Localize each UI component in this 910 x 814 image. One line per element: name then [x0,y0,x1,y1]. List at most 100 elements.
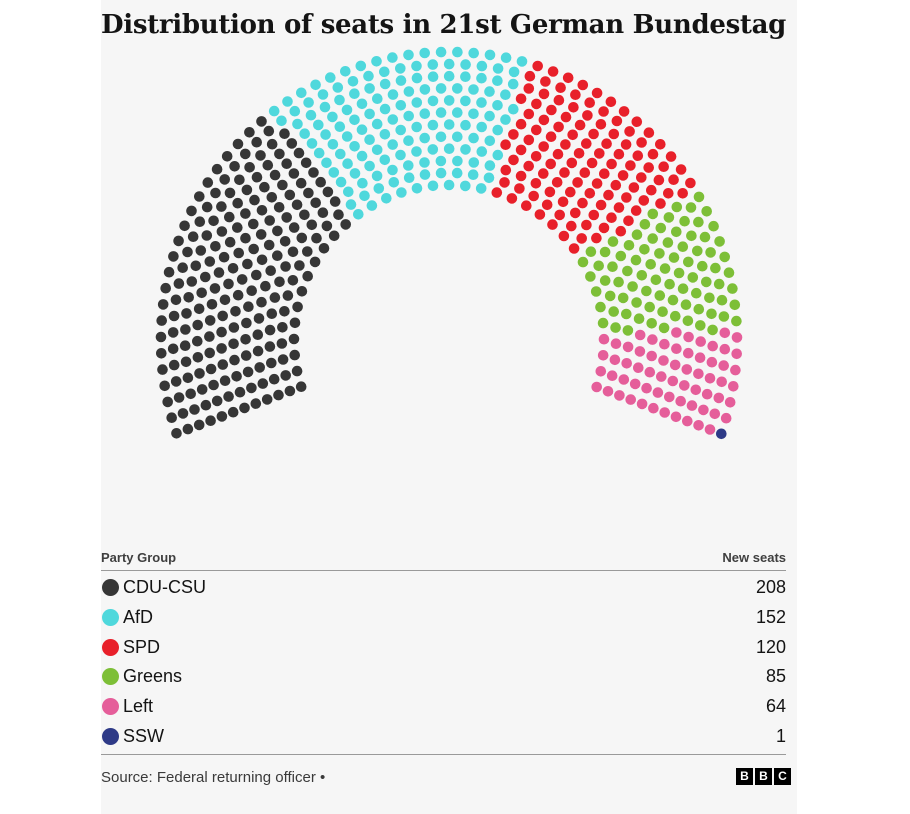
legend-header: Party Group New seats [101,548,786,571]
seat-dot [288,333,300,345]
seat-dot [573,148,585,159]
seat-dot [655,198,666,209]
party-name: Greens [123,666,183,687]
seat-dot [230,306,241,317]
seat-dot [460,144,471,155]
seat-dot [615,225,627,237]
seat-dot [248,243,259,255]
seat-dot [379,103,391,115]
seat-dot [611,115,623,127]
seat-dot [621,358,632,369]
seat-dot [250,398,262,409]
seat-dot [685,177,696,189]
seat-dot [256,205,268,216]
seat-dot [292,118,303,130]
seat-dot [686,230,697,242]
seat-dot [468,132,479,144]
seat-dot [252,345,264,357]
seat-dot [541,199,553,211]
seat-dot [591,381,602,393]
seat-dot [627,281,638,292]
seat-dot [588,128,599,140]
seat-dot [306,138,318,149]
seat-dot [357,177,368,189]
seat-dot [256,116,267,127]
legend-row-ssw: SSW 1 [101,722,786,752]
seat-dot [159,380,170,392]
seat-dot [242,366,254,378]
seat-dot [570,207,581,219]
seat-dot [355,60,367,72]
seat-dot [636,270,648,281]
seat-dot [585,271,596,282]
seat-dot [269,169,281,181]
seat-dot [679,215,690,227]
seat-dot [234,174,245,186]
seat-dot [317,89,329,100]
logo-letter: C [774,768,791,785]
seat-dot [599,275,611,286]
seat-dot [663,212,675,223]
seat-dot [652,387,664,398]
seat-dot [387,164,398,176]
legend-row-cdu-csu: CDU-CSU 208 [101,573,786,603]
seat-dot [299,209,310,221]
seat-dot [562,72,574,84]
seat-dot [321,157,332,169]
seat-dot [560,111,572,123]
seat-dot [232,138,244,150]
seat-dot [659,338,670,350]
seat-dot [460,59,471,70]
seat-dot [443,95,455,106]
seat-dot [667,375,679,387]
seat-dot [591,87,603,99]
seat-dot [166,412,177,424]
seat-dot [302,246,313,257]
seat-dot [168,310,180,322]
seat-dot [224,187,236,199]
seat-dot [675,395,686,407]
seat-dot [713,278,725,290]
seat-dot [631,116,643,127]
seat-dot [701,276,712,288]
seat-dot [617,292,629,304]
legend-row-spd: SPD 120 [101,633,786,663]
seat-dot [713,392,725,404]
seat-dot [638,195,650,206]
seat-dot [295,177,307,189]
seat-dot [319,101,331,113]
seat-dot [476,121,488,133]
seat-dot [731,315,742,327]
seat-dot [335,176,347,188]
seat-dot [648,402,659,414]
seat-dot [492,149,504,161]
seat-dot [443,70,455,82]
party-name: Left [123,696,154,717]
seat-dot [277,179,288,191]
seat-dot [157,364,168,375]
seat-dot [630,254,642,266]
seat-dot [655,222,667,234]
seat-dot [196,384,208,395]
seat-dot [609,354,621,366]
seat-dot [476,60,488,72]
seat-dot [531,124,542,136]
seat-dot [645,259,656,270]
seat-dot [419,84,431,95]
seat-dot [388,177,400,188]
seat-dot [484,86,495,97]
seat-dot [460,95,471,107]
seat-dot [419,157,430,168]
seat-dot [294,260,305,271]
seat-dot [160,282,171,294]
seat-dot [254,362,265,373]
seat-dot [607,236,619,247]
seat-dot [396,187,407,198]
seat-dot [216,326,227,338]
seat-dot [246,382,257,394]
seat-dot [625,394,636,405]
seat-dot [289,349,300,361]
party-seats: 152 [755,606,786,627]
seat-dot [523,108,535,120]
seat-dot [530,178,542,189]
